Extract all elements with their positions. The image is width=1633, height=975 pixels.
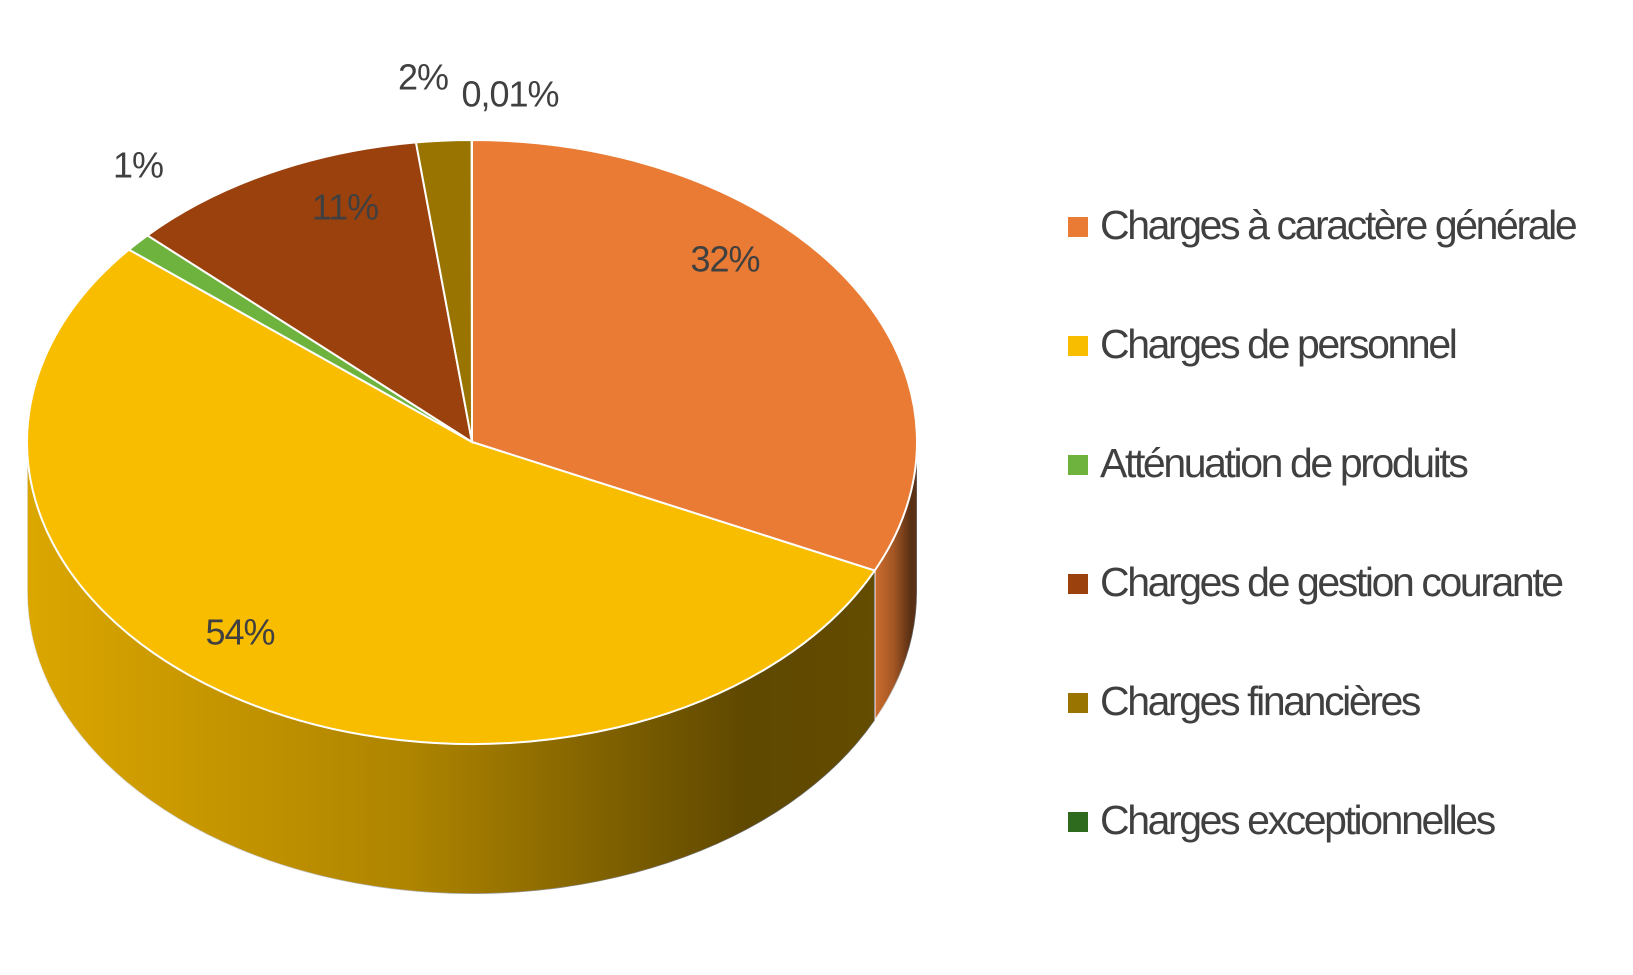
legend-label: Atténuation de produits xyxy=(1100,440,1468,486)
legend-label: Charges financières xyxy=(1100,678,1421,724)
slice xyxy=(145,141,474,445)
legend-swatch xyxy=(1068,812,1088,832)
slice xyxy=(471,138,918,572)
side-shade xyxy=(27,442,875,894)
data-label: 1% xyxy=(113,145,163,186)
legend-swatch xyxy=(1068,693,1088,713)
legend-label: Charges de gestion courante xyxy=(1100,559,1562,605)
side-shade xyxy=(874,442,917,721)
data-label: 11% xyxy=(312,187,378,228)
data-label: 2% xyxy=(398,57,448,98)
slice xyxy=(26,248,877,745)
data-label: 54% xyxy=(205,612,274,653)
legend-label: Charges exceptionnelles xyxy=(1100,797,1496,843)
data-label: 32% xyxy=(690,239,759,280)
legend-swatch xyxy=(1068,336,1088,356)
data-label: 0,01% xyxy=(461,74,558,115)
legend-swatch xyxy=(1068,455,1088,475)
legend-swatch xyxy=(1068,217,1088,237)
legend-label: Charges de personnel xyxy=(1100,321,1456,367)
legend-label: Charges à caractère générale xyxy=(1100,202,1576,248)
legend-swatch xyxy=(1068,574,1088,594)
